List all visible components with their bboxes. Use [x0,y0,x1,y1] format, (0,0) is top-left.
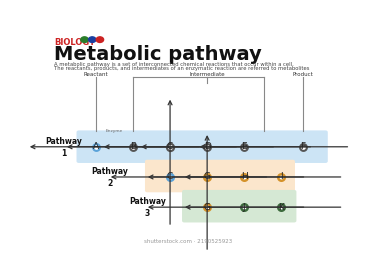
Text: C: C [167,142,173,151]
Text: A: A [93,142,99,151]
Text: A metabolic pathway is a set of interconnected chemical reactions that occur wit: A metabolic pathway is a set of intercon… [54,62,294,67]
Text: F: F [300,142,305,151]
Text: The reactants, products, and intermediates of an enzymatic reaction are referred: The reactants, products, and intermediat… [54,66,309,71]
Text: D: D [204,142,210,151]
Text: Metabolic pathway: Metabolic pathway [54,45,262,64]
Text: G: G [204,203,210,212]
Text: shutterstock.com · 2190525923: shutterstock.com · 2190525923 [145,239,233,244]
Text: Reactant: Reactant [84,72,108,77]
Text: Pathway
3: Pathway 3 [129,197,166,218]
Text: Pathway
1: Pathway 1 [45,137,82,158]
Text: G: G [204,172,210,181]
Text: Pathway
2: Pathway 2 [92,167,128,188]
Circle shape [96,37,104,43]
Circle shape [88,37,96,43]
Text: B: B [130,142,136,151]
Text: I: I [280,172,283,181]
FancyBboxPatch shape [77,130,328,163]
FancyBboxPatch shape [145,160,295,192]
Text: J: J [243,203,245,212]
Text: H: H [241,172,248,181]
Text: K: K [278,203,284,212]
Text: C: C [167,172,173,181]
Text: Intermediate: Intermediate [189,72,225,77]
Text: E: E [241,142,247,151]
Text: Product: Product [292,72,313,77]
Circle shape [81,37,88,43]
Text: Enzyme: Enzyme [106,129,123,134]
FancyBboxPatch shape [182,190,296,223]
Text: BIOLOGY: BIOLOGY [54,38,95,47]
